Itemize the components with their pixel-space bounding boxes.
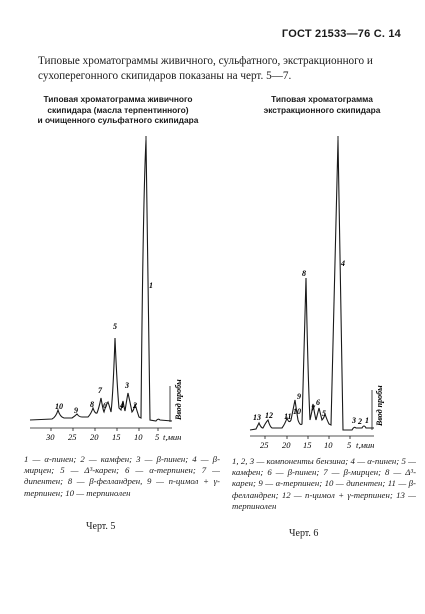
right-axis-unit: t,мин <box>356 440 374 450</box>
left-tick-label: 25 <box>68 432 77 442</box>
intro-paragraph: Типовые хроматограммы живичного, сульфат… <box>38 55 373 82</box>
right-peak-label: 3 <box>351 416 356 425</box>
left-peak-label: 5 <box>113 322 117 331</box>
left-tick-label: 15 <box>112 432 121 442</box>
right-figure-label: Черт. 6 <box>289 528 319 539</box>
left-tick-label: 10 <box>134 432 143 442</box>
right-peak-label: 2 <box>357 417 362 426</box>
left-caption-line-3: и очищенного сульфатного скипидара <box>37 115 199 125</box>
right-peak-label: 11 <box>284 412 292 421</box>
right-chromatogram-trace <box>249 139 374 431</box>
left-chart-caption: Типовая хроматограмма живичного скипидар… <box>24 94 212 126</box>
left-peak-label: 7 <box>98 386 103 395</box>
left-figure-label: Черт. 5 <box>86 521 116 532</box>
left-peak-label: 2 <box>132 401 137 410</box>
left-axis-unit: t,мин <box>163 432 181 442</box>
right-tick-label: 20 <box>282 440 291 450</box>
left-caption-line-2: скипидара (масла терпентинного) <box>47 104 189 115</box>
left-peak-label: 6 <box>103 401 107 410</box>
right-peak-label: 1 <box>365 416 369 425</box>
right-tick-label: 10 <box>324 440 333 450</box>
right-peak-label: 12 <box>265 411 273 420</box>
right-injection-label: Ввод пробы <box>375 385 384 427</box>
right-legend: 1, 2, 3 — компоненты бензина; 4 — α-пине… <box>232 456 416 511</box>
right-peak-label: 13 <box>253 413 261 422</box>
right-peak-label: 10 <box>293 407 301 416</box>
right-axis-ticks <box>264 436 351 439</box>
page-header: ГОСТ 21533—76 С. 14 <box>281 28 401 40</box>
right-tick-label: 15 <box>303 440 312 450</box>
left-injection-label: Ввод пробы <box>174 379 183 421</box>
right-peak-label: 6 <box>316 398 320 407</box>
right-tick-label: 25 <box>260 440 269 450</box>
left-caption-line-1: Типовая хроматограмма живичного <box>43 94 193 104</box>
left-chromatogram-trace <box>29 139 173 422</box>
right-peak-label: 9 <box>297 392 301 401</box>
right-caption-line-2: экстракционного скипидара <box>263 104 381 115</box>
left-legend: 1 — α-пинен; 2 — камфен; 3 — β-пинен; 4 … <box>24 454 220 498</box>
right-peak-label: 5 <box>322 409 326 418</box>
right-caption-line-1: Типовая хроматограмма <box>271 94 373 104</box>
left-tick-label: 5 <box>155 432 159 442</box>
left-peak-label: 10 <box>55 402 63 411</box>
left-peak-label: 8 <box>90 400 94 409</box>
left-tick-label: 20 <box>90 432 99 442</box>
right-peak-label: 4 <box>340 259 345 268</box>
left-axis-ticks <box>50 428 159 431</box>
left-peak-label: 1 <box>149 281 153 290</box>
left-peak-label: 3 <box>124 381 129 390</box>
left-peak-label: 9 <box>74 406 78 415</box>
right-chart-caption: Типовая хроматограмма экстракционного ск… <box>232 94 412 115</box>
left-peak-label: 4 <box>119 401 124 410</box>
right-peak-label: 8 <box>302 269 306 278</box>
right-tick-label: 5 <box>347 440 351 450</box>
right-peak-label: 7 <box>311 404 316 413</box>
left-tick-label: 30 <box>45 432 55 442</box>
